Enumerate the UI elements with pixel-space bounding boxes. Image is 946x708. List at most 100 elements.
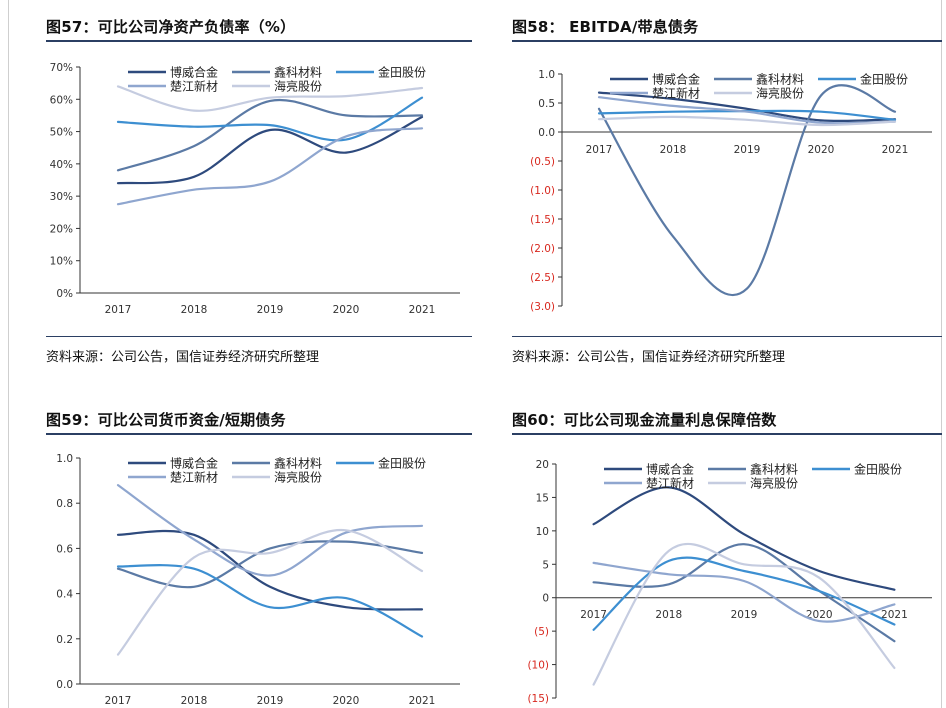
legend-label: 博威合金 bbox=[170, 65, 218, 80]
x-tick-label: 2018 bbox=[181, 304, 208, 316]
y-tick-label: 0.0 bbox=[538, 127, 555, 139]
series-line-3 bbox=[116, 564, 424, 638]
legend-label: 楚江新材 bbox=[646, 476, 694, 491]
series-line-1 bbox=[116, 529, 424, 611]
y-tick-label: 0 bbox=[542, 593, 549, 605]
x-tick-label: 2021 bbox=[881, 609, 908, 621]
right-page-border bbox=[941, 0, 942, 708]
chart-title: 图57：可比公司净资产负债率（%） bbox=[46, 18, 296, 36]
chart-ebitda-debt: 1.0 0.5 0.0 (0.5) (1.0) (1.5) (2.0) (2.5) (3.0) 2… bbox=[530, 69, 932, 313]
y-tick-label: 60% bbox=[50, 94, 73, 106]
y-tick-label: 1.0 bbox=[56, 453, 73, 465]
legend-label: 海亮股份 bbox=[274, 79, 322, 94]
legend-label: 鑫科材料 bbox=[756, 72, 804, 87]
y-tick-label: 10% bbox=[50, 256, 73, 268]
legend-label: 海亮股份 bbox=[750, 476, 798, 491]
y-tick-label: 20% bbox=[50, 223, 73, 235]
series-line-2 bbox=[116, 98, 424, 172]
series-line-1 bbox=[597, 91, 897, 123]
series-line-4 bbox=[116, 484, 424, 577]
series-line-2 bbox=[592, 543, 896, 643]
x-tick-label: 2020 bbox=[333, 304, 360, 316]
y-tick-label: (1.5) bbox=[530, 214, 555, 226]
title-rule bbox=[512, 433, 942, 435]
y-tick-label: 0.2 bbox=[56, 634, 73, 646]
x-tick-label: 2017 bbox=[105, 304, 132, 316]
x-tick-label: 2019 bbox=[257, 304, 284, 316]
title-rule bbox=[46, 40, 472, 42]
series-line-3 bbox=[116, 96, 424, 142]
y-tick-label: (10) bbox=[527, 660, 549, 672]
y-tick-label: 0.0 bbox=[56, 679, 73, 691]
x-tick-label: 2018 bbox=[181, 695, 208, 707]
legend-label: 金田股份 bbox=[860, 72, 908, 87]
y-tick-label: 0.5 bbox=[538, 98, 555, 110]
y-tick-label: (15) bbox=[527, 693, 549, 705]
y-tick-label: 5 bbox=[542, 559, 549, 571]
y-tick-label: 0.8 bbox=[56, 498, 73, 510]
x-tick-label: 2021 bbox=[409, 304, 436, 316]
source-note: 资料来源：公司公告，国信证券经济研究所整理 bbox=[46, 350, 320, 365]
legend-label: 楚江新材 bbox=[170, 79, 218, 94]
x-tick-label: 2018 bbox=[660, 144, 687, 156]
y-tick-label: (3.0) bbox=[530, 301, 555, 313]
chart-title: 图60：可比公司现金流量利息保障倍数 bbox=[512, 411, 777, 429]
source-note: 资料来源：公司公告，国信证券经济研究所整理 bbox=[512, 350, 786, 365]
series-line-5 bbox=[116, 85, 424, 112]
legend-label: 鑫科材料 bbox=[274, 65, 322, 80]
series-line-1 bbox=[592, 486, 896, 591]
title-rule bbox=[512, 40, 942, 42]
y-tick-label: (1.0) bbox=[530, 185, 555, 197]
series-line-5 bbox=[116, 528, 424, 656]
series-line-1 bbox=[116, 115, 424, 185]
y-tick-label: (0.5) bbox=[530, 156, 555, 168]
x-tick-label: 2021 bbox=[882, 144, 909, 156]
chart-title: 图59：可比公司货币资金/短期债务 bbox=[46, 411, 286, 429]
legend-label: 楚江新材 bbox=[170, 470, 218, 485]
legend-label: 鑫科材料 bbox=[750, 462, 798, 477]
left-page-border bbox=[8, 0, 9, 708]
x-tick-label: 2018 bbox=[655, 609, 682, 621]
y-tick-label: 70% bbox=[50, 62, 73, 74]
chart-interest-coverage: 20 15 10 5 0 (5) (10) (15) 2017 2018 2019 2020 2021 博… bbox=[527, 459, 932, 705]
y-tick-label: 10 bbox=[536, 526, 549, 538]
chart-title: 图58： EBITDA/带息债务 bbox=[512, 18, 699, 36]
series-line-5 bbox=[592, 543, 896, 686]
series-line-4 bbox=[116, 127, 424, 206]
y-tick-label: (2.0) bbox=[530, 243, 555, 255]
x-tick-label: 2020 bbox=[808, 144, 835, 156]
title-rule bbox=[46, 433, 472, 435]
y-tick-label: 30% bbox=[50, 191, 73, 203]
legend-label: 楚江新材 bbox=[652, 86, 700, 101]
legend-label: 金田股份 bbox=[378, 456, 426, 471]
series-line-5 bbox=[597, 115, 897, 127]
y-tick-label: 0.4 bbox=[56, 589, 73, 601]
y-tick-label: 0.6 bbox=[56, 543, 73, 555]
source-rule bbox=[46, 336, 472, 337]
y-tick-label: 0% bbox=[56, 288, 73, 300]
chart-net-debt-ratio: 0% 10% 20% 30% 40% 50% 60% 70% 2017 2018 2019 2020 2… bbox=[50, 62, 460, 316]
x-tick-label: 2019 bbox=[734, 144, 761, 156]
legend-label: 博威合金 bbox=[652, 72, 700, 87]
y-tick-label: 1.0 bbox=[538, 69, 555, 81]
x-tick-label: 2017 bbox=[586, 144, 613, 156]
x-tick-label: 2020 bbox=[806, 609, 833, 621]
x-tick-label: 2020 bbox=[333, 695, 360, 707]
x-tick-label: 2019 bbox=[257, 695, 284, 707]
x-tick-label: 2021 bbox=[409, 695, 436, 707]
legend-label: 海亮股份 bbox=[756, 86, 804, 101]
y-tick-label: (5) bbox=[534, 626, 549, 638]
series-line-2 bbox=[116, 540, 424, 589]
y-tick-label: 15 bbox=[536, 492, 549, 504]
series-line-4 bbox=[592, 561, 896, 623]
legend-label: 海亮股份 bbox=[274, 470, 322, 485]
legend-label: 鑫科材料 bbox=[274, 456, 322, 471]
legend-label: 金田股份 bbox=[378, 65, 426, 80]
series-line-4 bbox=[597, 96, 897, 125]
legend-label: 博威合金 bbox=[170, 456, 218, 471]
chart-cash-short-debt: 0.0 0.2 0.4 0.6 0.8 1.0 2017 2018 2019 2020 2021 博威… bbox=[56, 453, 460, 707]
y-tick-label: 20 bbox=[536, 459, 549, 471]
y-tick-label: 50% bbox=[50, 127, 73, 139]
x-tick-label: 2019 bbox=[731, 609, 758, 621]
legend-label: 博威合金 bbox=[646, 462, 694, 477]
